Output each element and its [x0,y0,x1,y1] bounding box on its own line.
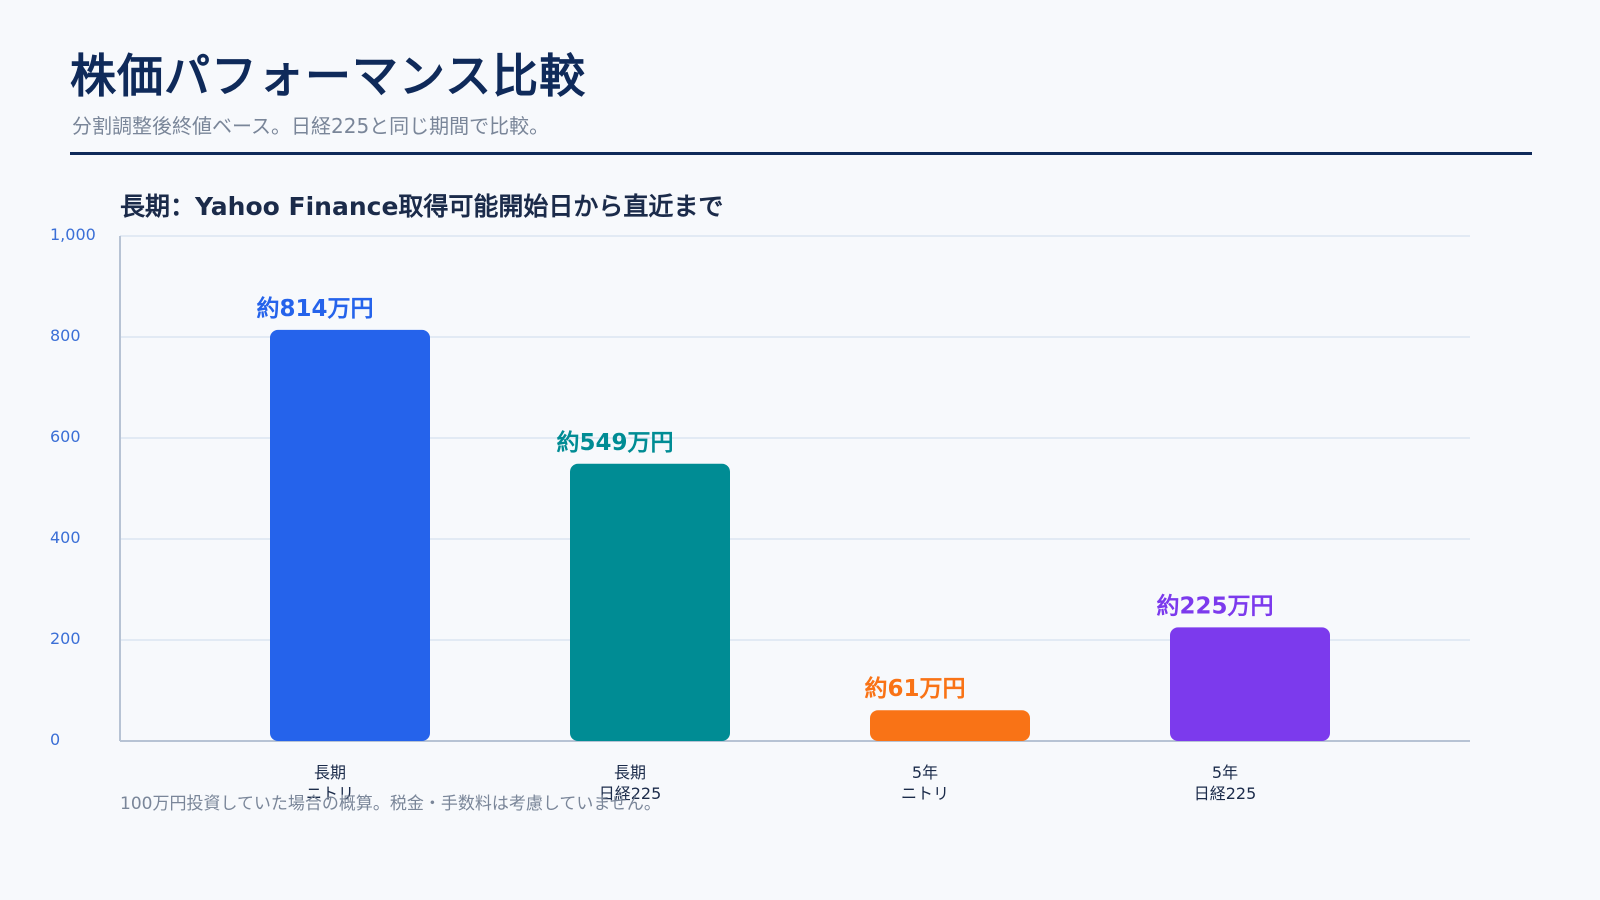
x-tick-label: 日経225 [599,784,662,803]
footnote: 100万円投資していた場合の概算。税金・手数料は考慮していません。 [120,794,661,814]
y-tick-label: 800 [50,326,81,345]
title-divider [70,152,1532,155]
x-tick-label: 日経225 [1194,784,1257,803]
x-tick-label: 長期 [314,763,346,782]
y-tick-label: 400 [50,528,81,547]
bar [870,710,1030,741]
y-tick-label: 200 [50,629,81,648]
data-label: 約549万円 [556,429,673,456]
y-tick-label: 1,000 [50,225,96,244]
data-label: 約225万円 [1156,592,1273,619]
page-subtitle: 分割調整後終値ベース。日経225と同じ期間で比較。 [72,114,550,138]
bar [1170,627,1330,741]
x-tick-label: 長期 [614,763,646,782]
bar [270,329,430,741]
y-tick-label: 600 [50,427,81,446]
page-title: 株価パフォーマンス比較 [70,49,587,103]
x-tick-label: 5年 [1212,763,1238,782]
x-tick-label: 5年 [912,763,938,782]
bar [570,463,730,741]
y-tick-label: 0 [50,730,60,749]
data-label: 約814万円 [256,295,373,322]
chart-title: 長期：Yahoo Finance取得可能開始日から直近まで [120,192,724,221]
x-tick-label: ニトリ [901,784,949,803]
x-tick-label: ニトリ [306,784,354,803]
data-label: 約61万円 [864,675,965,702]
